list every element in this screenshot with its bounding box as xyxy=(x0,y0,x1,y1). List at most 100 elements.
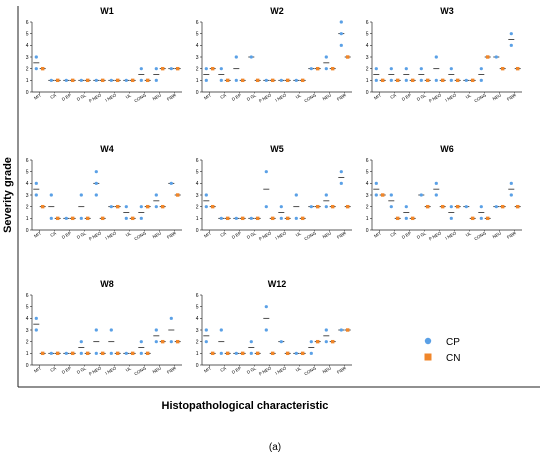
cp-point xyxy=(139,205,143,209)
cp-point xyxy=(339,43,343,47)
cp-point xyxy=(264,205,268,209)
cn-point xyxy=(256,351,260,356)
cn-point xyxy=(161,339,165,344)
y-tick-label: 2 xyxy=(26,339,29,345)
x-tick-label: MIT xyxy=(203,230,212,238)
y-tick-label: 5 xyxy=(196,169,199,175)
cp-point xyxy=(404,67,408,71)
cn-point xyxy=(411,78,415,83)
y-tick-label: 4 xyxy=(366,43,369,49)
x-tick-label: CONG xyxy=(473,92,487,103)
y-tick-label: 5 xyxy=(366,169,369,175)
x-tick-label: P NEO xyxy=(258,230,273,241)
y-tick-label: 5 xyxy=(196,304,199,310)
cp-point xyxy=(279,78,283,82)
cn-point xyxy=(456,78,460,83)
cp-point xyxy=(419,193,423,197)
x-tick-label: CONG xyxy=(133,230,147,241)
cp-point xyxy=(109,205,113,209)
x-tick-label: FIBR xyxy=(166,366,177,375)
cp-point xyxy=(94,193,98,197)
y-tick-label: 3 xyxy=(366,193,369,199)
x-tick-label: UL xyxy=(125,92,133,99)
cp-point xyxy=(339,181,343,185)
cn-point xyxy=(316,339,320,344)
cp-point xyxy=(434,181,438,185)
legend: CP CN xyxy=(424,337,460,364)
cp-point xyxy=(79,340,83,344)
cp-point xyxy=(294,216,298,220)
y-tick-label: 2 xyxy=(196,66,199,72)
x-tick-label: UL xyxy=(465,230,473,237)
panel-title: W6 xyxy=(440,144,454,154)
x-tick-label: CONG xyxy=(133,92,147,103)
x-tick-label: I NEO xyxy=(104,230,117,241)
cn-point xyxy=(226,216,230,221)
cp-point xyxy=(449,67,453,71)
y-tick-label: 0 xyxy=(26,363,29,369)
y-tick-label: 6 xyxy=(196,20,199,26)
y-tick-label: 0 xyxy=(196,228,199,234)
y-tick-label: 1 xyxy=(196,216,199,222)
cn-point xyxy=(271,351,275,356)
cp-point xyxy=(494,205,498,209)
y-tick-label: 2 xyxy=(26,66,29,72)
x-tick-label: FIBR xyxy=(506,231,517,240)
cp-point xyxy=(509,43,513,47)
cn-point xyxy=(301,351,305,356)
cp-point xyxy=(204,328,208,332)
cp-point xyxy=(219,67,223,71)
cp-point xyxy=(339,170,343,174)
cp-point xyxy=(219,216,223,220)
panel-w4: W4 0 1 2 3 4 5 6 MIT CA D EP D GL P NEO I NEO UL CONG NE… xyxy=(26,144,182,242)
cp-point xyxy=(464,205,468,209)
x-tick-label: D EP xyxy=(61,365,72,374)
x-tick-label: FIBR xyxy=(166,93,177,102)
cn-point xyxy=(211,351,215,356)
y-tick-label: 3 xyxy=(26,55,29,61)
cp-point xyxy=(79,193,83,197)
cp-point xyxy=(49,193,53,197)
cp-point xyxy=(139,67,143,71)
cn-point xyxy=(486,55,490,59)
cn-point xyxy=(86,78,90,83)
cn-point xyxy=(501,204,505,209)
cn-point xyxy=(101,78,105,83)
cn-point xyxy=(516,66,520,71)
y-tick-label: 1 xyxy=(26,78,29,84)
y-tick-label: 4 xyxy=(26,43,29,49)
cp-point xyxy=(49,78,53,82)
cn-point xyxy=(226,351,230,356)
cn-point xyxy=(241,216,245,221)
cp-point xyxy=(374,78,378,82)
x-tick-label: UL xyxy=(465,92,473,99)
x-tick-label: D EP xyxy=(231,365,242,374)
cp-point xyxy=(154,205,158,209)
x-tick-label: P NEO xyxy=(88,365,103,376)
y-tick-label: 1 xyxy=(26,216,29,222)
x-tick-label: CONG xyxy=(303,365,317,376)
y-tick-label: 0 xyxy=(26,228,29,234)
panel-title: W2 xyxy=(270,6,284,16)
cn-point xyxy=(426,78,430,83)
cn-point xyxy=(146,78,150,83)
x-tick-label: P NEO xyxy=(428,230,443,241)
figure-y-label: Severity grade xyxy=(2,157,14,233)
cp-point xyxy=(154,340,158,344)
cp-point xyxy=(279,340,283,344)
cn-point xyxy=(86,351,90,356)
cp-point xyxy=(249,351,253,355)
panel-w5: W5 0 1 2 3 4 5 6 MIT CA D EP D GL P NEO I NEO UL CONG NE… xyxy=(196,144,352,242)
cp-point xyxy=(219,78,223,82)
y-tick-label: 4 xyxy=(196,316,199,322)
x-tick-label: CA xyxy=(49,92,57,99)
cp-point xyxy=(479,216,483,220)
panel-title: W12 xyxy=(268,279,287,289)
cn-point xyxy=(41,66,45,71)
cp-point xyxy=(479,78,483,82)
cp-point xyxy=(419,67,423,71)
cp-point xyxy=(389,193,393,197)
cn-point xyxy=(56,351,60,356)
